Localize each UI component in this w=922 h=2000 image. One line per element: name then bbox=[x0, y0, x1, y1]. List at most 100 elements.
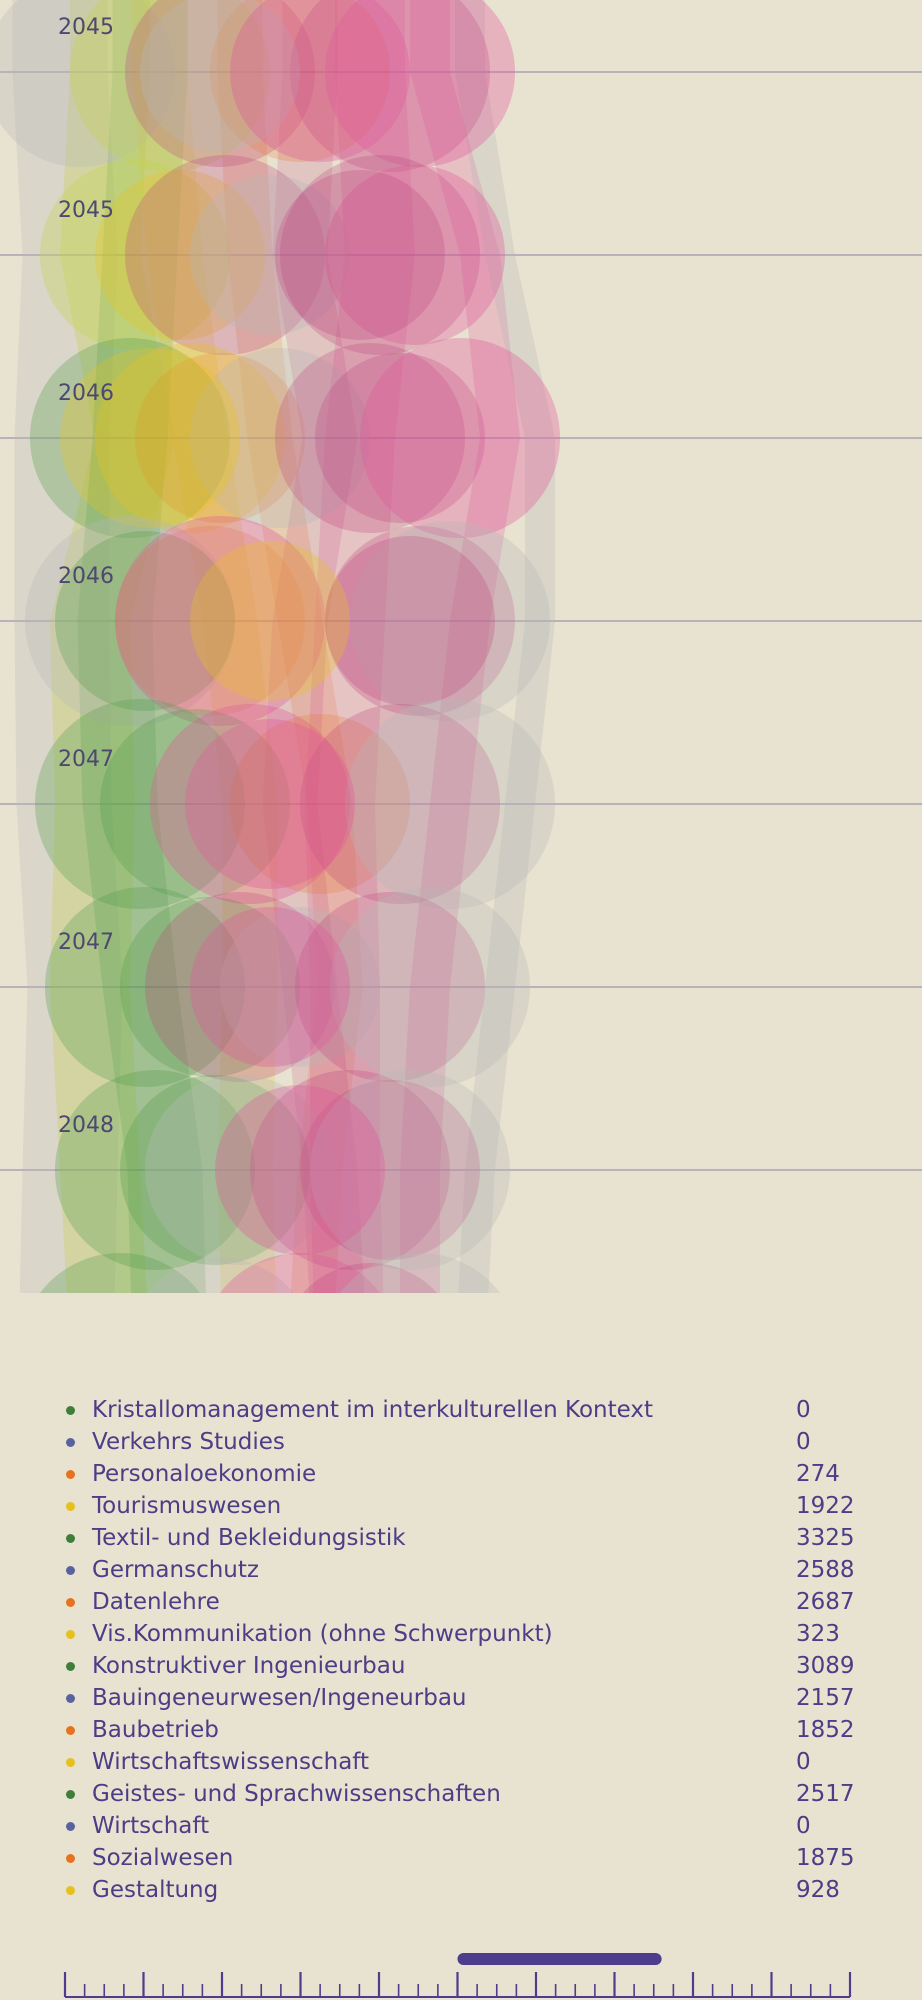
bubble[interactable] bbox=[295, 892, 485, 1082]
legend-label: Bauingeneurwesen/Ingeneurbau bbox=[92, 1685, 467, 1711]
bubble[interactable] bbox=[100, 709, 290, 899]
bubble[interactable] bbox=[135, 353, 305, 523]
timeline-ruler[interactable] bbox=[0, 1940, 922, 2000]
bubble[interactable] bbox=[300, 704, 500, 904]
flow-band bbox=[305, 0, 415, 1293]
bubble[interactable] bbox=[250, 1070, 450, 1270]
legend-item[interactable]: Wirtschaft 0 bbox=[62, 1810, 862, 1842]
legend-value: 1875 bbox=[796, 1845, 855, 1871]
bubble[interactable] bbox=[190, 175, 350, 335]
flow-band bbox=[400, 0, 520, 1293]
bubble[interactable] bbox=[320, 1253, 520, 1300]
bubble[interactable] bbox=[30, 338, 230, 538]
year-label: 2047 bbox=[58, 747, 114, 772]
bubble[interactable] bbox=[230, 714, 410, 894]
bubble[interactable] bbox=[185, 719, 355, 889]
legend-dot-icon bbox=[66, 1662, 75, 1671]
year-label: 2047 bbox=[58, 930, 114, 955]
legend-dot-icon bbox=[66, 1822, 75, 1831]
bubble[interactable] bbox=[220, 907, 380, 1067]
flow-band bbox=[50, 0, 175, 1293]
bubble[interactable] bbox=[70, 0, 270, 172]
bubble[interactable] bbox=[360, 338, 560, 538]
bubble[interactable] bbox=[115, 516, 325, 726]
bubble[interactable] bbox=[140, 0, 300, 152]
bubble[interactable] bbox=[60, 348, 240, 528]
year-label: 2048 bbox=[58, 1113, 114, 1138]
legend-item[interactable]: Konstruktiver Ingenieurbau 3089 bbox=[62, 1650, 862, 1682]
bubble[interactable] bbox=[275, 170, 445, 340]
bubble[interactable] bbox=[125, 0, 315, 167]
legend-value: 0 bbox=[796, 1429, 811, 1455]
legend-item[interactable]: Datenlehre 2687 bbox=[62, 1586, 862, 1618]
legend-item[interactable]: Bauingeneurwesen/Ingeneurbau 2157 bbox=[62, 1682, 862, 1714]
bubble[interactable] bbox=[120, 1075, 310, 1265]
bubble[interactable] bbox=[20, 1253, 220, 1300]
legend-dot-icon bbox=[66, 1758, 75, 1767]
bubble[interactable] bbox=[55, 1070, 255, 1270]
legend-item[interactable]: Personaloekonomie 274 bbox=[62, 1458, 862, 1490]
bubble[interactable] bbox=[45, 887, 245, 1087]
bubble[interactable] bbox=[0, 0, 175, 167]
legend-label: Germanschutz bbox=[92, 1557, 259, 1583]
bubble[interactable] bbox=[55, 531, 235, 711]
bubble[interactable] bbox=[125, 155, 325, 355]
bubble[interactable] bbox=[325, 536, 495, 706]
bubble[interactable] bbox=[315, 353, 485, 523]
bubble[interactable] bbox=[280, 155, 480, 355]
bubble[interactable] bbox=[300, 1080, 480, 1260]
legend-item[interactable]: Wirtschaftswissenschaft 0 bbox=[62, 1746, 862, 1778]
bubble[interactable] bbox=[330, 887, 530, 1087]
flow-band bbox=[455, 0, 555, 1293]
legend-item[interactable]: Germanschutz 2588 bbox=[62, 1554, 862, 1586]
ruler-ticks bbox=[63, 1972, 852, 1998]
legend-value: 2588 bbox=[796, 1557, 855, 1583]
bubble[interactable] bbox=[290, 0, 490, 172]
year-label: 2045 bbox=[58, 198, 114, 223]
legend-item[interactable]: Geistes- und Sprachwissenschaften 2517 bbox=[62, 1778, 862, 1810]
bubble[interactable] bbox=[350, 521, 550, 721]
bubble[interactable] bbox=[190, 348, 370, 528]
bubble[interactable] bbox=[325, 526, 515, 716]
legend-item[interactable]: Textil- und Bekleidungsistik 3325 bbox=[62, 1522, 862, 1554]
timeline-selection-handle[interactable] bbox=[457, 1953, 662, 1965]
bubble[interactable] bbox=[345, 699, 555, 909]
bubble[interactable] bbox=[325, 0, 515, 167]
bubble[interactable] bbox=[35, 699, 245, 909]
bubble[interactable] bbox=[325, 165, 505, 345]
bubble[interactable] bbox=[200, 1253, 400, 1300]
bubble[interactable] bbox=[40, 160, 230, 350]
bubble[interactable] bbox=[25, 516, 235, 726]
legend-item[interactable]: Vis.Kommunikation (ohne Schwerpunkt) 323 bbox=[62, 1618, 862, 1650]
legend-item[interactable]: Tourismuswesen 1922 bbox=[62, 1490, 862, 1522]
bubble[interactable] bbox=[115, 526, 305, 716]
bubble[interactable] bbox=[145, 1075, 335, 1265]
legend-value: 1852 bbox=[796, 1717, 855, 1743]
legend-item[interactable]: Baubetrieb 1852 bbox=[62, 1714, 862, 1746]
bubble[interactable] bbox=[215, 1085, 385, 1255]
bubble[interactable] bbox=[275, 343, 465, 533]
bubble[interactable] bbox=[95, 343, 285, 533]
legend-label: Tourismuswesen bbox=[92, 1493, 282, 1519]
legend-item[interactable]: Gestaltung 928 bbox=[62, 1874, 862, 1906]
bubble[interactable] bbox=[145, 892, 335, 1082]
bubble[interactable] bbox=[230, 0, 410, 162]
bubble[interactable] bbox=[125, 1258, 315, 1300]
bubble[interactable] bbox=[280, 1263, 460, 1300]
bubble[interactable] bbox=[190, 907, 350, 1067]
bubble[interactable] bbox=[310, 1070, 510, 1270]
bubble[interactable] bbox=[190, 541, 350, 701]
bubble[interactable] bbox=[120, 897, 300, 1077]
legend-value: 0 bbox=[796, 1749, 811, 1775]
legend-value: 2687 bbox=[796, 1589, 855, 1615]
year-label: 2046 bbox=[58, 564, 114, 589]
bubble[interactable] bbox=[95, 170, 265, 340]
legend-dot-icon bbox=[66, 1886, 75, 1895]
bubble[interactable] bbox=[150, 704, 350, 904]
legend-item[interactable]: Verkehrs Studies 0 bbox=[62, 1426, 862, 1458]
bubble[interactable] bbox=[210, 0, 390, 162]
legend-item[interactable]: Kristallomanagement im interkulturellen … bbox=[62, 1394, 862, 1426]
legend-item[interactable]: Sozialwesen 1875 bbox=[62, 1842, 862, 1874]
legend-label: Sozialwesen bbox=[92, 1845, 234, 1871]
legend-dot-icon bbox=[66, 1470, 75, 1479]
